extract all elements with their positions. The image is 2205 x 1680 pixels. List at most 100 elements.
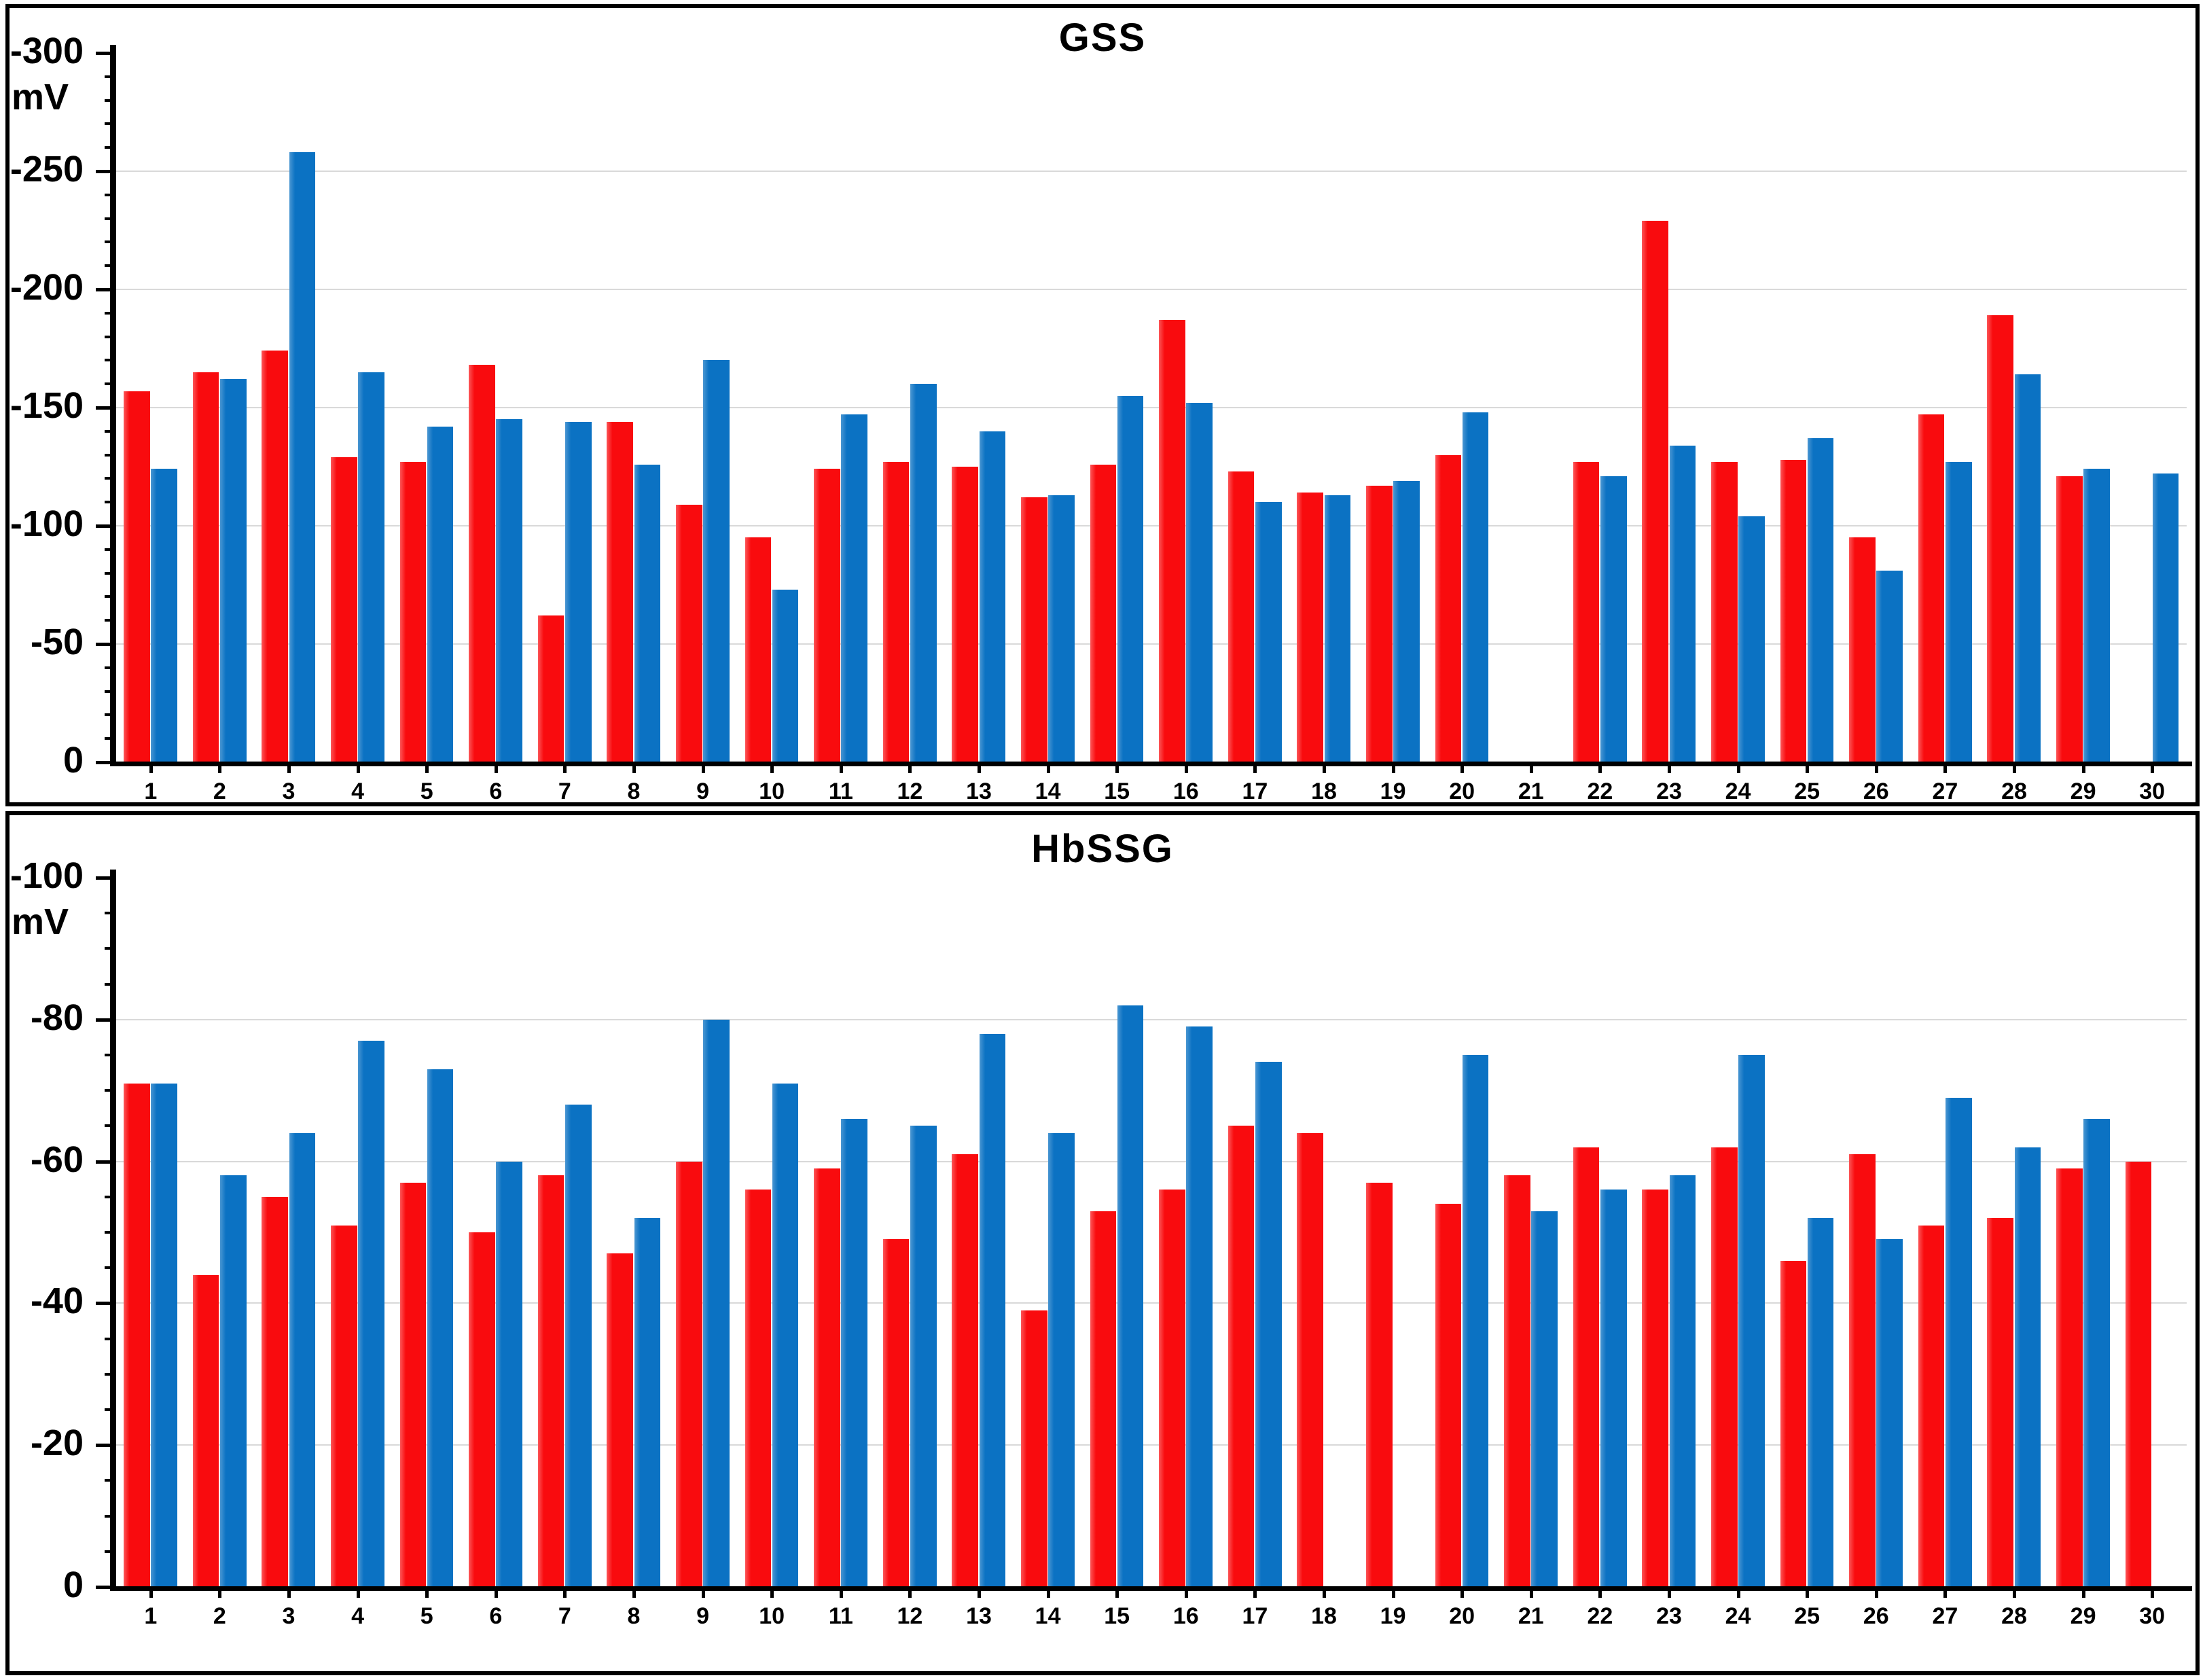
bar-red-5: [399, 1182, 427, 1587]
bar-blue-20: [1462, 1055, 1489, 1587]
bar-blue-11: [841, 1118, 867, 1587]
bar-red-18: [1297, 1132, 1323, 1587]
x-tick-13: [978, 765, 981, 773]
bar-red-23: [1642, 1190, 1668, 1587]
y-major-tick--100: [96, 524, 116, 528]
bar-blue-2: [219, 1175, 247, 1587]
bar-red-27: [1918, 1225, 1945, 1587]
y-major-tick--50: [96, 643, 116, 646]
gridline-150: [116, 407, 2187, 408]
bar-red-4: [330, 457, 357, 762]
bar-blue-25: [1807, 438, 1834, 762]
x-axis-label-18: 18: [1311, 779, 1337, 804]
x-axis-label-30: 30: [2139, 1603, 2166, 1629]
x-tick-16: [1184, 1590, 1188, 1598]
y-axis-unit-label: mV: [11, 77, 69, 118]
x-tick-29: [2081, 765, 2085, 773]
x-tick-28: [2013, 1590, 2016, 1598]
x-tick-1: [149, 1590, 153, 1598]
gridline-20: [116, 1444, 2187, 1446]
x-axis-label-11: 11: [828, 779, 853, 804]
x-tick-12: [908, 1590, 912, 1598]
x-axis-label-22: 22: [1587, 1603, 1613, 1629]
bar-blue-1: [151, 1083, 177, 1587]
bar-red-30: [2125, 1161, 2152, 1587]
x-axis-label-25: 25: [1794, 1603, 1821, 1629]
x-axis-label-24: 24: [1725, 779, 1751, 804]
y-major-tick--60: [96, 1160, 116, 1164]
x-tick-13: [978, 1590, 981, 1598]
x-axis-label-27: 27: [1932, 1603, 1958, 1629]
bar-blue-18: [1324, 495, 1351, 762]
bar-blue-27: [1945, 462, 1972, 762]
x-tick-4: [356, 1590, 360, 1598]
bar-red-6: [469, 365, 495, 762]
bar-blue-19: [1393, 480, 1420, 762]
y-major-tick--100: [96, 876, 116, 880]
x-tick-21: [1529, 1590, 1533, 1598]
chart-title-gss: GSS: [1058, 16, 1147, 60]
x-axis-label-28: 28: [2001, 1603, 2027, 1629]
bar-blue-26: [1876, 1239, 1903, 1587]
bar-blue-4: [358, 1041, 384, 1587]
bar-red-10: [745, 1190, 772, 1587]
x-axis-label-28: 28: [2001, 779, 2027, 804]
bar-red-23: [1642, 221, 1668, 762]
bar-blue-29: [2083, 1118, 2110, 1587]
bar-red-2: [192, 372, 219, 762]
bar-red-16: [1159, 320, 1185, 762]
bar-red-11: [814, 1168, 840, 1587]
x-axis-label-21: 21: [1518, 1603, 1544, 1629]
x-tick-8: [632, 1590, 636, 1598]
x-tick-29: [2081, 1590, 2085, 1598]
x-tick-5: [425, 1590, 429, 1598]
x-axis-line: [110, 762, 2192, 766]
y-major-tick--20: [96, 1444, 116, 1448]
x-axis-label-7: 7: [558, 1603, 571, 1629]
x-tick-2: [218, 765, 222, 773]
bar-red-12: [882, 1239, 910, 1587]
x-tick-14: [1046, 765, 1050, 773]
x-axis-label-13: 13: [966, 779, 992, 804]
x-axis-label-29: 29: [2070, 779, 2096, 804]
x-axis-label-9: 9: [696, 779, 710, 804]
bar-red-11: [814, 469, 840, 762]
bar-red-7: [537, 1175, 564, 1587]
bar-red-6: [469, 1232, 495, 1587]
bar-red-19: [1365, 1182, 1393, 1587]
bar-red-22: [1573, 1147, 1600, 1587]
y-axis-label--20: -20: [30, 1423, 84, 1464]
bar-blue-9: [703, 360, 730, 762]
x-tick-19: [1391, 1590, 1395, 1598]
x-axis-label-10: 10: [759, 1603, 785, 1629]
bar-blue-11: [841, 414, 867, 762]
bar-blue-28: [2014, 374, 2041, 762]
bar-blue-14: [1048, 495, 1075, 762]
x-axis-label-13: 13: [966, 1603, 992, 1629]
bar-red-29: [2056, 1168, 2083, 1587]
x-tick-16: [1184, 765, 1188, 773]
y-axis-label--60: -60: [30, 1139, 84, 1180]
bar-red-14: [1020, 1310, 1047, 1587]
x-tick-10: [770, 1590, 774, 1598]
bar-blue-13: [979, 1033, 1006, 1587]
x-axis-label-19: 19: [1380, 1603, 1406, 1629]
x-tick-5: [425, 765, 429, 773]
gridline-50: [116, 643, 2187, 645]
x-tick-14: [1046, 1590, 1050, 1598]
x-axis-label-20: 20: [1449, 1603, 1475, 1629]
bar-blue-12: [910, 1126, 937, 1587]
y-axis-label--50: -50: [30, 622, 84, 662]
x-axis-label-5: 5: [420, 1603, 433, 1629]
x-tick-23: [1668, 1590, 1671, 1598]
x-axis-label-26: 26: [1863, 779, 1889, 804]
bar-blue-26: [1876, 571, 1903, 762]
bar-blue-8: [634, 464, 661, 762]
bar-blue-4: [358, 372, 384, 762]
x-tick-4: [356, 765, 360, 773]
bar-red-13: [952, 1154, 978, 1587]
bar-blue-3: [289, 152, 316, 762]
gridline-200: [116, 289, 2187, 290]
x-tick-25: [1806, 765, 1810, 773]
x-axis-label-15: 15: [1104, 1603, 1130, 1629]
